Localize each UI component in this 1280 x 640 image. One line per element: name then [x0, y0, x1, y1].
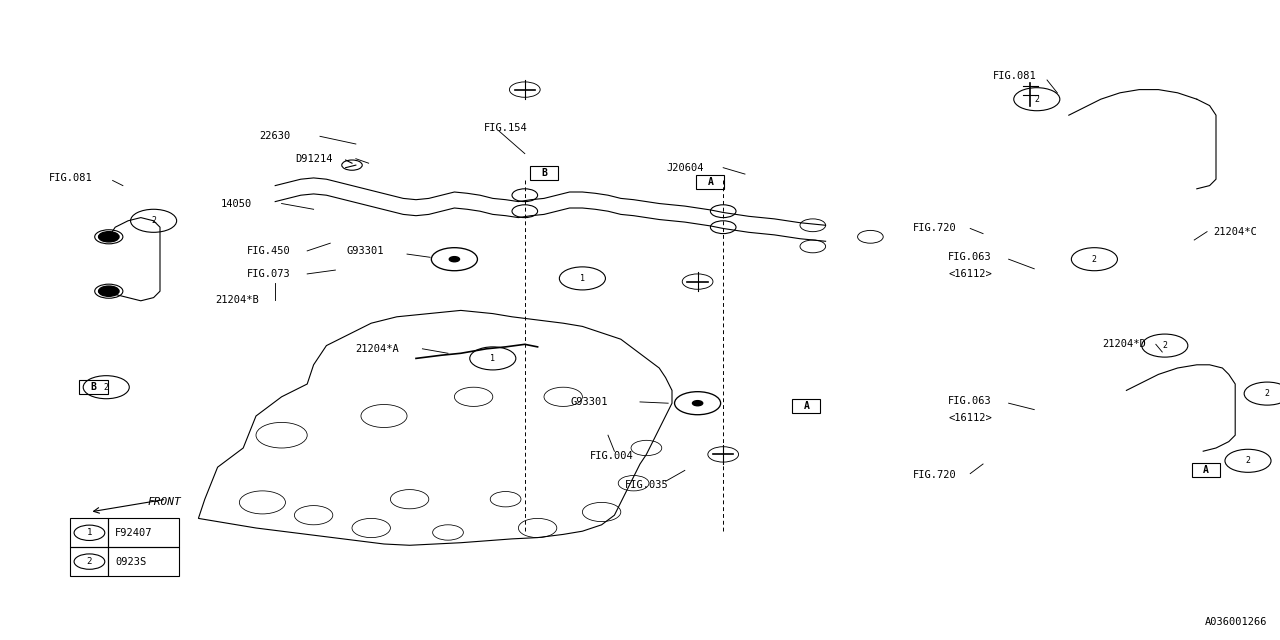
Text: 0923S: 0923S: [115, 557, 146, 566]
Text: 2: 2: [1034, 95, 1039, 104]
Text: 1: 1: [580, 274, 585, 283]
Bar: [70, 518, 109, 547]
Text: FIG.081: FIG.081: [993, 70, 1037, 81]
Circle shape: [1014, 88, 1060, 111]
Circle shape: [1142, 334, 1188, 357]
Circle shape: [449, 257, 460, 262]
Text: 1: 1: [87, 528, 92, 538]
Circle shape: [99, 286, 119, 296]
Circle shape: [692, 401, 703, 406]
Text: FIG.081: FIG.081: [49, 173, 92, 183]
Text: 14050: 14050: [221, 198, 252, 209]
Circle shape: [1225, 449, 1271, 472]
Text: 22630: 22630: [260, 131, 291, 141]
Text: <16112>: <16112>: [948, 269, 992, 279]
Text: A: A: [1203, 465, 1208, 476]
Text: 2: 2: [104, 383, 109, 392]
Text: FIG.063: FIG.063: [948, 396, 992, 406]
Text: FIG.450: FIG.450: [247, 246, 291, 256]
Text: FIG.035: FIG.035: [625, 480, 668, 490]
Text: FIG.154: FIG.154: [484, 123, 527, 133]
Bar: [70, 547, 109, 576]
Text: F92407: F92407: [115, 528, 152, 538]
Text: B: B: [91, 382, 96, 392]
Text: 21204*A: 21204*A: [356, 344, 399, 354]
Text: G93301: G93301: [570, 397, 608, 407]
Bar: [109, 547, 179, 576]
Text: 2: 2: [1265, 389, 1270, 398]
Text: FIG.063: FIG.063: [948, 252, 992, 262]
Text: 21204*C: 21204*C: [1213, 227, 1257, 237]
Circle shape: [1244, 382, 1280, 405]
Bar: [109, 518, 179, 547]
Circle shape: [470, 347, 516, 370]
Text: FIG.720: FIG.720: [913, 470, 956, 480]
Text: 21204*B: 21204*B: [215, 294, 259, 305]
Text: FRONT: FRONT: [147, 497, 180, 508]
Text: 2: 2: [1092, 255, 1097, 264]
Text: 2: 2: [151, 216, 156, 225]
Text: FIG.004: FIG.004: [590, 451, 634, 461]
Text: 2: 2: [87, 557, 92, 566]
Text: A: A: [804, 401, 809, 412]
Text: 2: 2: [1162, 341, 1167, 350]
Text: A: A: [708, 177, 713, 188]
Text: D91214: D91214: [294, 154, 333, 164]
Circle shape: [83, 376, 129, 399]
Text: 1: 1: [490, 354, 495, 363]
Circle shape: [99, 232, 119, 242]
Circle shape: [559, 267, 605, 290]
Text: J20604: J20604: [666, 163, 704, 173]
Text: <16112>: <16112>: [948, 413, 992, 423]
Text: G93301: G93301: [346, 246, 384, 256]
Text: B: B: [541, 168, 547, 178]
Text: FIG.720: FIG.720: [913, 223, 956, 234]
Text: 21204*D: 21204*D: [1102, 339, 1146, 349]
Circle shape: [131, 209, 177, 232]
Text: A036001266: A036001266: [1204, 617, 1267, 627]
Circle shape: [1071, 248, 1117, 271]
Text: FIG.073: FIG.073: [247, 269, 291, 279]
Text: 2: 2: [1245, 456, 1251, 465]
